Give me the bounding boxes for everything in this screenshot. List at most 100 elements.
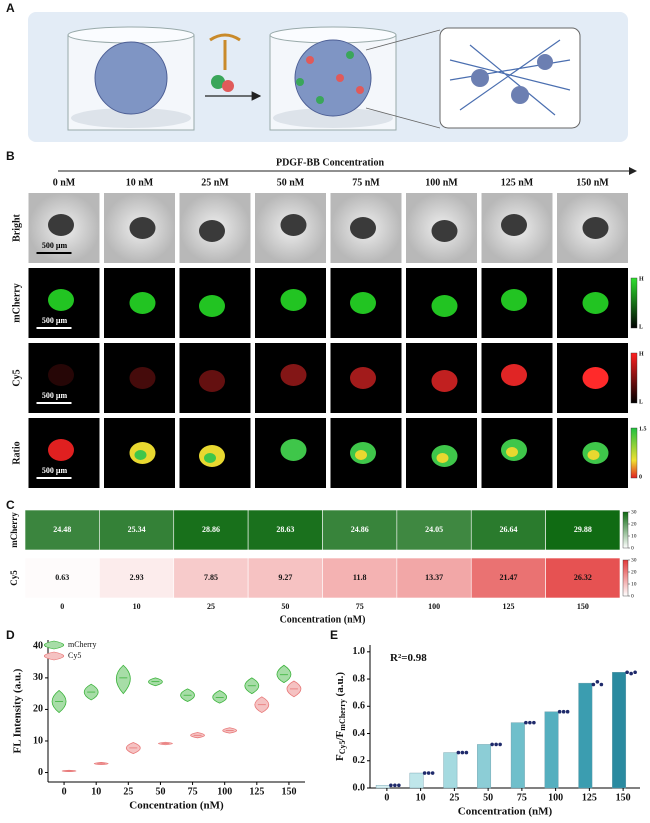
data-point bbox=[591, 682, 596, 687]
spheroid-core bbox=[506, 447, 518, 457]
legend-swatch bbox=[43, 651, 65, 661]
cell-label: 13.37 bbox=[425, 573, 443, 582]
cell-label: 24.86 bbox=[351, 525, 369, 534]
x-tick-label: 10 bbox=[91, 786, 101, 797]
violin bbox=[115, 664, 131, 695]
spheroid bbox=[501, 289, 527, 311]
spheroid bbox=[129, 292, 156, 314]
y-tick-label: 0.8 bbox=[353, 673, 366, 684]
colorbar bbox=[630, 277, 638, 329]
spheroid bbox=[501, 364, 527, 386]
colorbar-label: H bbox=[639, 276, 644, 282]
spheroid bbox=[350, 292, 376, 314]
image-tile bbox=[179, 343, 251, 413]
spheroid bbox=[199, 220, 225, 242]
data-point bbox=[389, 783, 393, 788]
legend-swatch bbox=[43, 640, 65, 650]
data-point bbox=[490, 742, 494, 747]
y-axis-title-part: F bbox=[334, 754, 346, 761]
data-point bbox=[625, 670, 629, 675]
data-point bbox=[397, 783, 401, 788]
x-tick-label: 25 bbox=[207, 602, 215, 611]
x-tick-label: 25 bbox=[123, 786, 133, 797]
colorbar bbox=[630, 427, 638, 479]
data-point bbox=[561, 709, 566, 714]
data-point bbox=[557, 709, 562, 714]
spheroid bbox=[501, 214, 527, 236]
colorbar-label: 1.5 bbox=[639, 426, 647, 432]
colorbar-tick-label: 30 bbox=[631, 557, 637, 563]
y-tick-label: 1.0 bbox=[353, 646, 366, 657]
y-tick-label: 0.2 bbox=[353, 755, 366, 766]
x-tick-label: 125 bbox=[582, 792, 597, 803]
spheroid bbox=[94, 41, 168, 115]
heatmap-cell bbox=[470, 557, 546, 599]
x-tick-label: 125 bbox=[249, 786, 264, 797]
x-tick-label: 125 bbox=[502, 602, 514, 611]
legend-label: mCherry bbox=[68, 640, 96, 649]
violin bbox=[212, 690, 228, 704]
data-point bbox=[426, 771, 431, 775]
data-point bbox=[629, 671, 633, 676]
heatmap-cell bbox=[247, 509, 323, 551]
spheroid-core bbox=[436, 453, 449, 463]
cell-label: 0.63 bbox=[55, 573, 69, 582]
row-label: mCherry bbox=[11, 283, 22, 322]
y-tick-label: 0.4 bbox=[353, 728, 366, 739]
colorbar-label: L bbox=[639, 324, 643, 330]
y-tick-label: 30 bbox=[33, 672, 43, 683]
spheroid bbox=[582, 217, 609, 239]
spheroid-core bbox=[134, 450, 147, 460]
spheroid-core bbox=[285, 447, 298, 457]
x-tick-label: 150 bbox=[616, 792, 631, 803]
colorbar-tick-label: 20 bbox=[631, 569, 637, 575]
spheroid bbox=[431, 220, 458, 242]
y-tick-label: 40 bbox=[33, 641, 43, 652]
panel-label: C bbox=[6, 498, 15, 512]
colorbar-tick-label: 0 bbox=[631, 545, 634, 551]
y-tick-label: 10 bbox=[33, 735, 43, 746]
row-label: Cy5 bbox=[9, 570, 19, 586]
spheroid bbox=[48, 439, 74, 461]
spheroid bbox=[582, 367, 609, 389]
y-axis-title-part: Cy5 bbox=[338, 741, 347, 755]
y-axis-title: FL Intensity (a.u.) bbox=[12, 668, 24, 753]
column-header: 125 nM bbox=[501, 177, 534, 188]
row-label: mCherry bbox=[9, 512, 19, 548]
data-point bbox=[456, 750, 461, 755]
scale-bar-label: 500 µm bbox=[42, 316, 68, 325]
x-tick-label: 50 bbox=[483, 792, 493, 803]
column-header: 25 nM bbox=[201, 177, 229, 188]
data-point bbox=[565, 709, 570, 714]
bar bbox=[510, 722, 525, 789]
colorbar bbox=[622, 511, 629, 549]
row-label: Cy5 bbox=[11, 369, 22, 386]
spheroid-core bbox=[587, 450, 600, 460]
x-tick-label: 100 bbox=[428, 602, 440, 611]
x-tick-label: 150 bbox=[281, 786, 296, 797]
violin bbox=[276, 664, 292, 684]
cell-label: 28.86 bbox=[202, 525, 220, 534]
data-point bbox=[599, 682, 604, 687]
heatmap-cell bbox=[173, 509, 249, 551]
heatmap-cell bbox=[322, 557, 398, 599]
bar bbox=[544, 711, 559, 789]
column-header: 150 nM bbox=[576, 177, 609, 188]
spheroid-core bbox=[204, 453, 216, 463]
bar bbox=[612, 672, 627, 789]
panel-label: A bbox=[6, 1, 15, 15]
x-tick-label: 0 bbox=[60, 602, 64, 611]
heatmap-cell bbox=[470, 509, 546, 551]
row-label: Bright bbox=[11, 213, 22, 241]
column-header: 75 nM bbox=[352, 177, 380, 188]
x-axis-title: Concentration (nM) bbox=[280, 614, 366, 625]
y-tick-label: 20 bbox=[33, 704, 43, 715]
x-tick-label: 75 bbox=[356, 602, 364, 611]
cell-label: 24.05 bbox=[425, 525, 443, 534]
panel-label: B bbox=[6, 149, 15, 163]
column-header: 10 nM bbox=[126, 177, 154, 188]
data-point bbox=[464, 750, 469, 755]
spheroid bbox=[582, 292, 609, 314]
